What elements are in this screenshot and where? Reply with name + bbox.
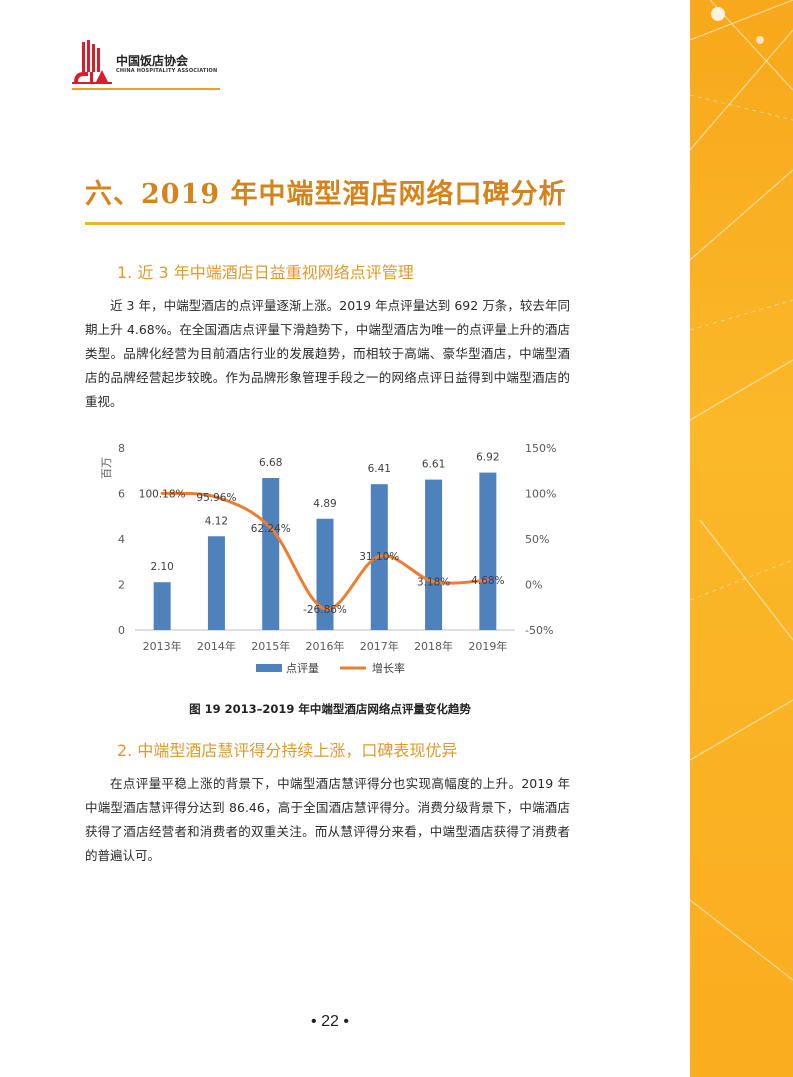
y-tick-label: 2 bbox=[118, 579, 125, 592]
line-data-label: 3.18% bbox=[417, 577, 450, 589]
subsection-title-2: 2. 中端型酒店慧评得分持续上涨，口碑表现优异 bbox=[117, 741, 458, 760]
paragraph-1: 近 3 年，中端型酒店的点评量逐渐上涨。2019 年点评量达到 692 万条，较… bbox=[85, 294, 570, 414]
y-tick-label: 4 bbox=[118, 533, 125, 546]
review-volume-chart: 2.10 4.12 6.68 4.89 6.41 6.61 6.92 100.18% 95.96… bbox=[90, 436, 570, 686]
y-tick-label: 0 bbox=[118, 624, 125, 637]
bar-data-label: 6.41 bbox=[368, 463, 391, 475]
section-title-rule bbox=[85, 222, 565, 225]
x-tick-label: 2015年 bbox=[251, 639, 290, 653]
y2-tick-label: 0% bbox=[525, 579, 542, 592]
org-name-en: CHINA HOSPITALITY ASSOCIATION bbox=[116, 68, 218, 74]
y2-tick-label: 50% bbox=[525, 533, 549, 546]
x-tick-label: 2016年 bbox=[306, 639, 345, 653]
bar-data-label: 6.61 bbox=[422, 459, 445, 471]
x-tick-label: 2014年 bbox=[197, 639, 236, 653]
figure-caption: 图 19 2013–2019 年中端型酒店网络点评量变化趋势 bbox=[0, 701, 660, 717]
line-data-label: -26.86% bbox=[303, 604, 347, 616]
section-title: 六、2019 年中端型酒店网络口碑分析 bbox=[85, 179, 567, 210]
y-axis-label: 百万 bbox=[100, 457, 113, 479]
y2-tick-label: 100% bbox=[525, 488, 556, 501]
bar bbox=[479, 472, 497, 630]
bar bbox=[153, 582, 171, 630]
bar-data-label: 6.68 bbox=[259, 457, 282, 469]
line-data-label: 95.96% bbox=[196, 492, 236, 504]
paragraph-2: 在点评量平稳上涨的背景下，中端型酒店慧评得分也实现高幅度的上升。2019 年中端… bbox=[85, 772, 570, 868]
x-tick-label: 2018年 bbox=[414, 639, 453, 653]
y-tick-label: 6 bbox=[118, 488, 125, 501]
line-data-label: 4.68% bbox=[471, 575, 504, 587]
x-tick-label: 2017年 bbox=[360, 639, 399, 653]
bar-data-label: 6.92 bbox=[476, 452, 499, 464]
x-tick-label: 2013年 bbox=[143, 639, 182, 653]
page-number: • 22 • bbox=[311, 1013, 349, 1030]
legend-label-line: 增长率 bbox=[372, 661, 405, 675]
y2-tick-label: 150% bbox=[525, 442, 556, 455]
cha-logo-icon bbox=[72, 40, 112, 84]
chart-svg: 2.10 4.12 6.68 4.89 6.41 6.61 6.92 100.18% 95.96… bbox=[100, 442, 556, 675]
y2-tick-label: -50% bbox=[525, 624, 553, 637]
paragraph-1-text: 近 3 年，中端型酒店的点评量逐渐上涨。2019 年点评量达到 692 万条，较… bbox=[85, 298, 570, 409]
bar bbox=[262, 478, 280, 630]
line-data-label: 100.18% bbox=[139, 488, 186, 500]
bar bbox=[425, 479, 443, 630]
decorative-side-band bbox=[690, 0, 793, 1077]
legend-label-bar: 点评量 bbox=[286, 662, 319, 675]
bar-data-label: 2.10 bbox=[150, 561, 173, 573]
line-data-label: 62.24% bbox=[251, 523, 291, 535]
line-data-label: 31.10% bbox=[359, 551, 399, 563]
logo-underline bbox=[72, 88, 220, 90]
x-tick-label: 2019年 bbox=[468, 639, 507, 653]
org-logo: 中国饭店协会 CHINA HOSPITALITY ASSOCIATION bbox=[72, 38, 222, 88]
org-name-cn: 中国饭店协会 bbox=[116, 54, 189, 68]
subsection-title-1: 1. 近 3 年中端酒店日益重视网络点评管理 bbox=[117, 263, 414, 282]
figure-caption-text: 图 19 2013–2019 年中端型酒店网络点评量变化趋势 bbox=[189, 702, 471, 716]
bar bbox=[207, 536, 225, 630]
bar bbox=[316, 518, 334, 630]
bar-data-label: 4.12 bbox=[205, 515, 228, 527]
growth-rate-line bbox=[160, 491, 490, 611]
bar-data-label: 4.89 bbox=[313, 498, 336, 510]
legend-swatch-bar bbox=[256, 664, 282, 672]
paragraph-2-text: 在点评量平稳上涨的背景下，中端型酒店慧评得分也实现高幅度的上升。2019 年中端… bbox=[85, 776, 570, 863]
y-tick-label: 8 bbox=[118, 442, 125, 455]
